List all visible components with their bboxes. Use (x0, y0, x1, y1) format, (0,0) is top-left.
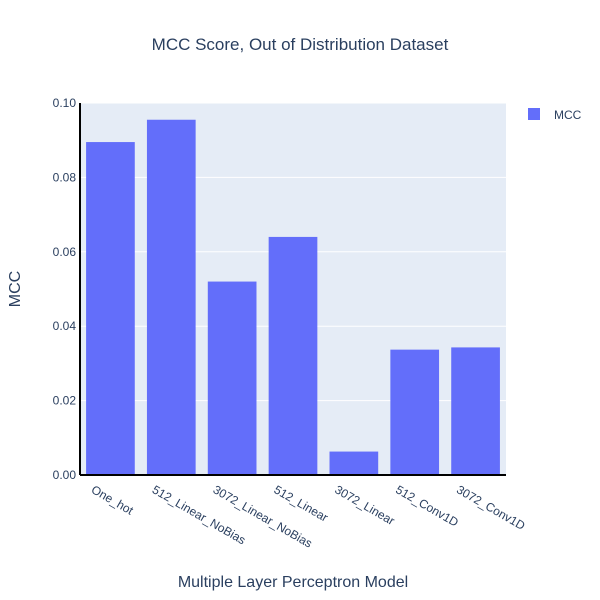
axes (79, 103, 506, 476)
legend[interactable]: MCC (528, 108, 582, 122)
legend-swatch (528, 108, 540, 120)
y-tick-label: 0.08 (53, 170, 77, 184)
legend-label: MCC (554, 108, 582, 122)
x-tick-label: One_hot (89, 482, 136, 517)
bar-512-conv1d[interactable] (390, 349, 440, 475)
y-tick-label: 0.04 (53, 319, 77, 333)
y-tick-label: 0.10 (53, 96, 77, 110)
bar-3072-linear-nobias[interactable] (207, 281, 257, 475)
y-tick-label: 0.00 (53, 468, 77, 482)
y-tick-label: 0.02 (53, 394, 77, 408)
bar-one-hot[interactable] (86, 142, 135, 475)
y-axis-title: MCC (7, 271, 24, 307)
x-axis-title: Multiple Layer Perceptron Model (178, 574, 408, 591)
x-tick-labels: One_hot 512_Linear_NoBias3072_Linear_NoBi… (89, 482, 528, 550)
chart-title: MCC Score, Out of Distribution Dataset (152, 35, 449, 54)
x-tick-label: 3072_Linear (332, 482, 397, 527)
y-tick-labels: 0.00 0.02 0.04 0.06 0.08 0.10 (53, 96, 77, 482)
x-tick-label: 3072_Linear_NoBias (211, 482, 315, 550)
x-tick-label: 512_Conv1D (393, 482, 461, 529)
bar-3072-linear[interactable] (329, 451, 379, 475)
y-tick-label: 0.06 (53, 245, 77, 259)
bar-3072-conv1d[interactable] (451, 347, 500, 475)
x-tick-label: 3072_Conv1D (454, 482, 528, 533)
bar-512-linear-nobias[interactable] (146, 119, 196, 476)
bars (86, 119, 500, 476)
bar-512-linear[interactable] (268, 236, 318, 475)
